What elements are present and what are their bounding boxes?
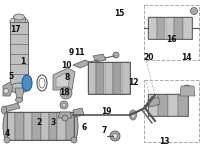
Circle shape	[62, 115, 68, 121]
Text: 13: 13	[159, 137, 169, 146]
Text: 7: 7	[101, 126, 107, 135]
Polygon shape	[88, 62, 96, 94]
Polygon shape	[73, 108, 84, 117]
Polygon shape	[56, 73, 70, 87]
Polygon shape	[15, 112, 24, 140]
Ellipse shape	[3, 112, 11, 140]
Polygon shape	[14, 17, 25, 22]
Polygon shape	[105, 62, 113, 94]
Ellipse shape	[10, 83, 28, 93]
Polygon shape	[178, 94, 188, 116]
Ellipse shape	[39, 78, 45, 88]
Text: 20: 20	[144, 53, 154, 62]
Ellipse shape	[22, 75, 32, 91]
Bar	[144, 5, 199, 60]
Text: 18: 18	[59, 88, 69, 97]
Circle shape	[60, 87, 72, 99]
Circle shape	[110, 131, 120, 141]
Polygon shape	[73, 60, 92, 68]
Polygon shape	[157, 17, 165, 39]
Text: 12: 12	[128, 78, 138, 87]
Circle shape	[112, 133, 118, 138]
Circle shape	[190, 7, 198, 15]
Polygon shape	[15, 88, 24, 100]
Circle shape	[113, 52, 119, 58]
Ellipse shape	[10, 17, 28, 27]
Text: 14: 14	[181, 53, 191, 62]
Text: 17: 17	[10, 25, 20, 34]
Circle shape	[63, 90, 69, 96]
Text: 4: 4	[5, 128, 10, 138]
Ellipse shape	[130, 110, 136, 120]
Polygon shape	[93, 54, 106, 62]
Ellipse shape	[16, 97, 22, 102]
Polygon shape	[168, 94, 178, 116]
Text: 16: 16	[166, 35, 176, 44]
Text: 19: 19	[101, 107, 111, 116]
Circle shape	[184, 87, 190, 92]
Polygon shape	[96, 62, 104, 94]
Polygon shape	[158, 94, 168, 116]
Ellipse shape	[131, 112, 135, 118]
Polygon shape	[24, 112, 32, 140]
Polygon shape	[3, 103, 20, 112]
Ellipse shape	[14, 14, 24, 20]
Polygon shape	[180, 86, 195, 96]
Text: 11: 11	[74, 48, 84, 57]
Polygon shape	[148, 97, 160, 107]
Text: 10: 10	[61, 61, 71, 70]
Circle shape	[4, 88, 8, 93]
Polygon shape	[58, 112, 72, 118]
Polygon shape	[183, 17, 192, 39]
Text: 6: 6	[81, 123, 87, 132]
Text: 15: 15	[114, 9, 124, 19]
Polygon shape	[57, 112, 66, 140]
Circle shape	[4, 137, 10, 143]
Polygon shape	[53, 68, 75, 90]
Polygon shape	[148, 17, 156, 39]
Text: 2: 2	[36, 118, 42, 127]
Polygon shape	[49, 112, 57, 140]
Polygon shape	[10, 22, 28, 88]
Polygon shape	[122, 62, 130, 94]
Polygon shape	[32, 112, 40, 140]
Circle shape	[60, 101, 68, 109]
Text: 9: 9	[68, 48, 74, 57]
Polygon shape	[148, 94, 158, 116]
Text: 5: 5	[8, 72, 14, 81]
Ellipse shape	[2, 106, 6, 114]
Polygon shape	[113, 62, 121, 94]
Polygon shape	[7, 112, 15, 140]
Ellipse shape	[70, 112, 78, 140]
Circle shape	[71, 137, 77, 143]
Circle shape	[62, 103, 66, 107]
Text: 8: 8	[64, 73, 70, 82]
Polygon shape	[66, 112, 74, 140]
Bar	[144, 80, 199, 142]
Text: 1: 1	[20, 56, 26, 66]
Circle shape	[182, 85, 192, 95]
Polygon shape	[174, 17, 183, 39]
Polygon shape	[166, 17, 174, 39]
Polygon shape	[3, 82, 13, 96]
Text: 3: 3	[50, 118, 56, 127]
Polygon shape	[40, 112, 49, 140]
